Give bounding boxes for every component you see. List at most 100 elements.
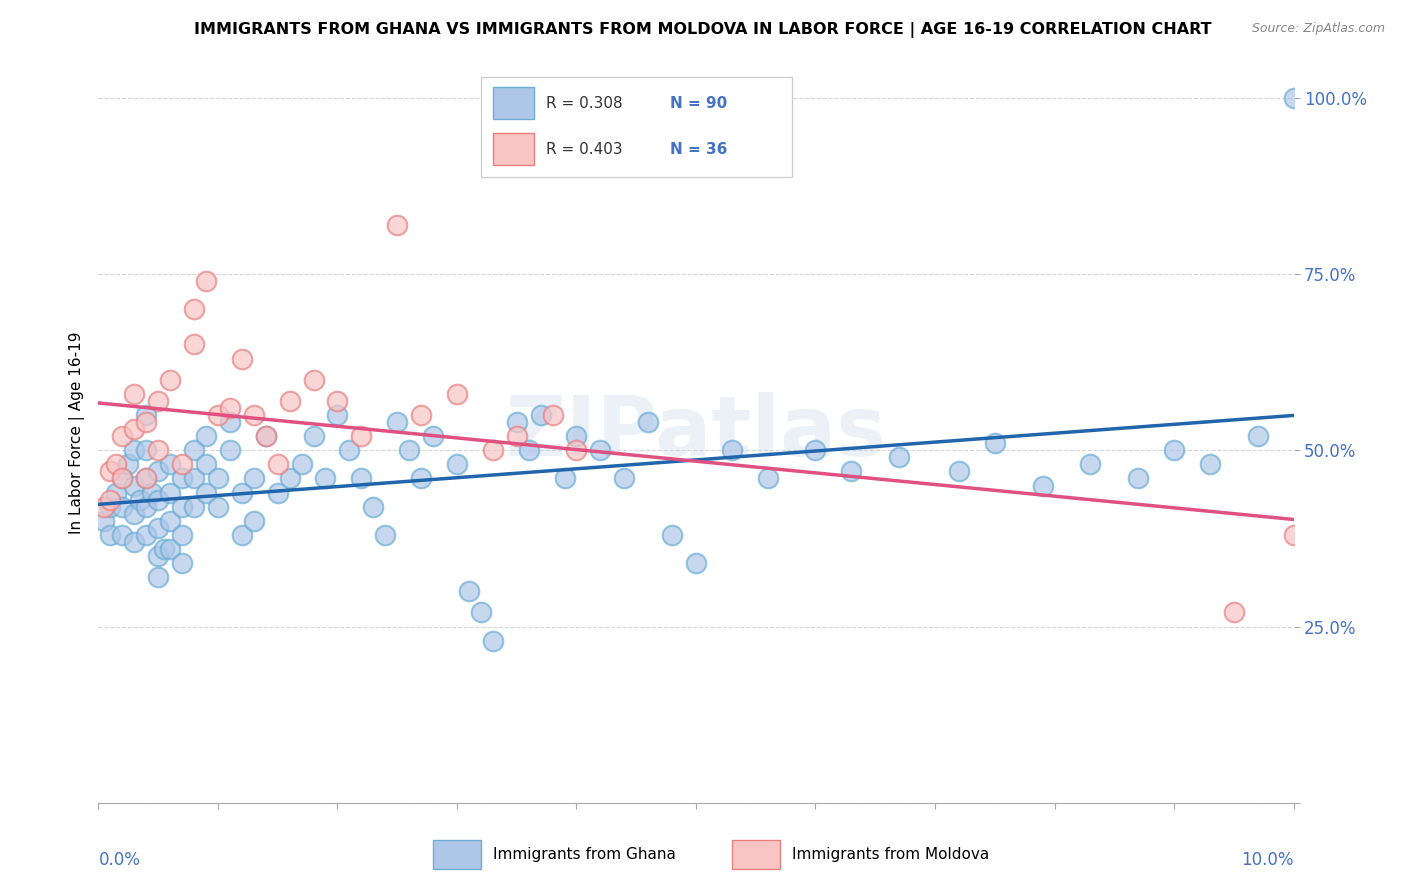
Point	[411, 408, 433, 422]
Point	[374, 528, 396, 542]
Point	[446, 458, 468, 472]
Point	[148, 443, 170, 458]
Point	[195, 485, 218, 500]
Point	[148, 464, 170, 478]
Text: Immigrants from Moldova: Immigrants from Moldova	[792, 847, 988, 863]
Point	[135, 471, 157, 485]
Point	[506, 415, 529, 429]
Point	[172, 471, 194, 485]
Point	[129, 492, 152, 507]
Point	[1282, 91, 1305, 105]
Point	[315, 471, 337, 485]
Text: Source: ZipAtlas.com: Source: ZipAtlas.com	[1251, 22, 1385, 36]
Point	[267, 458, 290, 472]
Text: IMMIGRANTS FROM GHANA VS IMMIGRANTS FROM MOLDOVA IN LABOR FORCE | AGE 16-19 CORR: IMMIGRANTS FROM GHANA VS IMMIGRANTS FROM…	[194, 22, 1212, 38]
Point	[111, 500, 134, 514]
Point	[124, 535, 146, 549]
Point	[111, 471, 134, 485]
Point	[411, 471, 433, 485]
Point	[231, 528, 253, 542]
Point	[291, 458, 314, 472]
Point	[183, 500, 205, 514]
Point	[517, 443, 540, 458]
Point	[124, 387, 146, 401]
Point	[219, 401, 242, 415]
Point	[159, 458, 181, 472]
Point	[565, 443, 588, 458]
Point	[183, 337, 205, 351]
Point	[111, 429, 134, 443]
Point	[470, 606, 492, 620]
Point	[278, 471, 301, 485]
Point	[458, 584, 481, 599]
Point	[207, 500, 229, 514]
Point	[93, 500, 115, 514]
Point	[685, 556, 707, 570]
Point	[135, 408, 157, 422]
Point	[589, 443, 612, 458]
Point	[124, 507, 146, 521]
Point	[326, 408, 349, 422]
Point	[756, 471, 779, 485]
Point	[159, 373, 181, 387]
Point	[159, 485, 181, 500]
Text: ZIPatlas: ZIPatlas	[506, 392, 886, 473]
Point	[1282, 528, 1305, 542]
Point	[148, 521, 170, 535]
Text: 10.0%: 10.0%	[1241, 851, 1294, 869]
Point	[350, 471, 373, 485]
Point	[135, 415, 157, 429]
Point	[172, 556, 194, 570]
Point	[804, 443, 827, 458]
Point	[98, 464, 122, 478]
Point	[98, 500, 122, 514]
Point	[339, 443, 361, 458]
Point	[243, 514, 266, 528]
Point	[159, 514, 181, 528]
FancyBboxPatch shape	[433, 840, 481, 870]
Point	[1032, 478, 1054, 492]
Point	[482, 443, 505, 458]
Point	[721, 443, 744, 458]
Point	[219, 443, 242, 458]
Point	[183, 443, 205, 458]
Point	[172, 500, 194, 514]
Point	[446, 387, 468, 401]
Point	[1199, 458, 1222, 472]
Text: 0.0%: 0.0%	[98, 851, 141, 869]
Point	[148, 492, 170, 507]
Point	[243, 471, 266, 485]
Point	[661, 528, 683, 542]
Point	[363, 500, 385, 514]
FancyBboxPatch shape	[733, 840, 780, 870]
Point	[124, 443, 146, 458]
Point	[172, 458, 194, 472]
Point	[948, 464, 970, 478]
Point	[984, 436, 1007, 450]
Point	[105, 458, 128, 472]
Point	[117, 458, 139, 472]
Point	[385, 415, 409, 429]
Point	[278, 393, 301, 408]
Point	[422, 429, 444, 443]
Point	[1223, 606, 1246, 620]
Point	[195, 458, 218, 472]
Y-axis label: In Labor Force | Age 16-19: In Labor Force | Age 16-19	[69, 331, 84, 534]
Point	[135, 443, 157, 458]
Point	[195, 429, 218, 443]
Point	[98, 528, 122, 542]
Point	[326, 393, 349, 408]
Point	[195, 274, 218, 288]
Point	[530, 408, 553, 422]
Point	[254, 429, 277, 443]
Point	[613, 471, 636, 485]
Point	[207, 408, 229, 422]
Point	[1163, 443, 1185, 458]
Point	[172, 528, 194, 542]
Point	[111, 528, 134, 542]
Point	[1128, 471, 1150, 485]
Point	[124, 478, 146, 492]
Point	[243, 408, 266, 422]
Point	[93, 514, 115, 528]
Point	[637, 415, 659, 429]
